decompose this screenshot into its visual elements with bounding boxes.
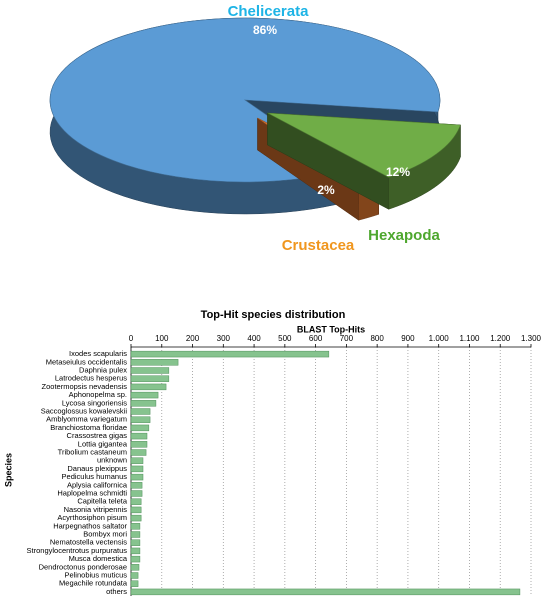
y-tick-label: Tribolium castaneum — [58, 447, 127, 456]
y-tick-label: Nasonia vitripennis — [64, 505, 128, 514]
bar — [130, 490, 143, 497]
y-axis-label: Species — [3, 453, 13, 487]
y-tick-label: Danaus plexippus — [67, 464, 127, 473]
y-tick-label: Musca domestica — [69, 554, 128, 563]
x-tick-label: 600 — [309, 334, 323, 343]
bar — [130, 400, 157, 407]
y-tick-label: Zootermopsis nevadensis — [42, 382, 128, 391]
x-tick-label: 400 — [247, 334, 261, 343]
y-tick-label: Bombyx mori — [83, 529, 127, 538]
slice-label: Chelicerata — [228, 3, 310, 20]
y-tick-label: Nematostella vectensis — [50, 538, 127, 547]
bar — [130, 359, 179, 366]
y-tick-label: unknown — [97, 456, 127, 465]
bar — [130, 350, 330, 358]
bar — [130, 383, 167, 391]
y-tick-label: Crassostrea gigas — [67, 431, 128, 440]
y-tick-label: Harpegnathos saltator — [53, 521, 127, 530]
bar — [130, 473, 144, 481]
slice-label: Crustacea — [282, 237, 355, 254]
y-tick-label: Ixodes scapularis — [69, 349, 127, 358]
bar — [130, 498, 142, 505]
bar — [130, 506, 142, 514]
slice-label: Hexapoda — [368, 227, 440, 244]
bar — [130, 588, 521, 596]
value-label: 86% — [253, 23, 277, 37]
bar — [130, 531, 141, 538]
bar — [130, 547, 141, 555]
bar — [130, 441, 148, 448]
chart-title: Top-Hit species distribution — [201, 309, 346, 321]
bar — [130, 465, 144, 473]
x-tick-label: 1.000 — [429, 334, 450, 343]
bar — [130, 391, 159, 399]
y-tick-label: Pelinobius muticus — [64, 570, 127, 579]
bar — [130, 555, 141, 563]
y-tick-label: Daphnia pulex — [79, 365, 127, 374]
bar — [130, 367, 170, 374]
y-tick-label: Aplysia californica — [67, 480, 128, 489]
bar — [130, 449, 147, 456]
x-tick-label: 200 — [186, 334, 200, 343]
y-tick-label: Dendroctonus ponderosae — [39, 562, 127, 571]
bar — [130, 572, 139, 579]
y-tick-label: others — [106, 587, 127, 596]
y-tick-label: Acyrthosiphon pisum — [57, 513, 127, 522]
bar — [130, 457, 144, 464]
bar — [130, 416, 151, 423]
y-tick-label: Strongylocentrotus purpuratus — [27, 546, 128, 555]
bar — [130, 580, 139, 587]
y-tick-label: Aphonopelma sp. — [69, 390, 127, 399]
value-label: 12% — [386, 165, 410, 179]
y-tick-label: Amblyomma variegatum — [46, 415, 127, 424]
pie-slice — [267, 112, 461, 178]
bar — [130, 424, 150, 432]
y-tick-label: Megachile rotundata — [59, 579, 128, 588]
x-tick-label: 1.300 — [521, 334, 542, 343]
y-tick-label: Lottia gigantea — [78, 439, 128, 448]
x-tick-label: 900 — [401, 334, 415, 343]
bar — [130, 408, 151, 415]
x-tick-label: 0 — [129, 334, 134, 343]
y-tick-label: Branchiostoma floridae — [50, 423, 127, 432]
x-tick-label: 1.200 — [490, 334, 511, 343]
bar — [130, 539, 141, 546]
pie-slice — [49, 17, 441, 183]
x-tick-label: 1.100 — [459, 334, 480, 343]
y-tick-label: Lycosa singoriensis — [62, 398, 127, 407]
y-tick-label: Metaseiulus occidentalis — [46, 357, 128, 366]
y-tick-label: Latrodectus hesperus — [55, 374, 127, 383]
x-tick-label: 300 — [217, 334, 231, 343]
y-tick-label: Pediculus humanus — [62, 472, 128, 481]
bar — [130, 432, 148, 440]
x-tick-label: 100 — [155, 334, 169, 343]
x-tick-label: 800 — [370, 334, 384, 343]
bar — [130, 564, 140, 571]
bar — [130, 514, 142, 522]
y-tick-label: Saccoglossus kowalevskii — [41, 406, 128, 415]
x-tick-label: 500 — [278, 334, 292, 343]
y-tick-label: Haplopelma schmidti — [57, 488, 127, 497]
bar — [130, 523, 141, 530]
value-label: 2% — [317, 183, 335, 197]
y-tick-label: Capitella teleta — [77, 497, 127, 506]
bar — [130, 482, 143, 489]
bar — [130, 375, 170, 382]
x-axis-label: BLAST Top-Hits — [297, 324, 365, 334]
x-tick-label: 700 — [340, 334, 354, 343]
